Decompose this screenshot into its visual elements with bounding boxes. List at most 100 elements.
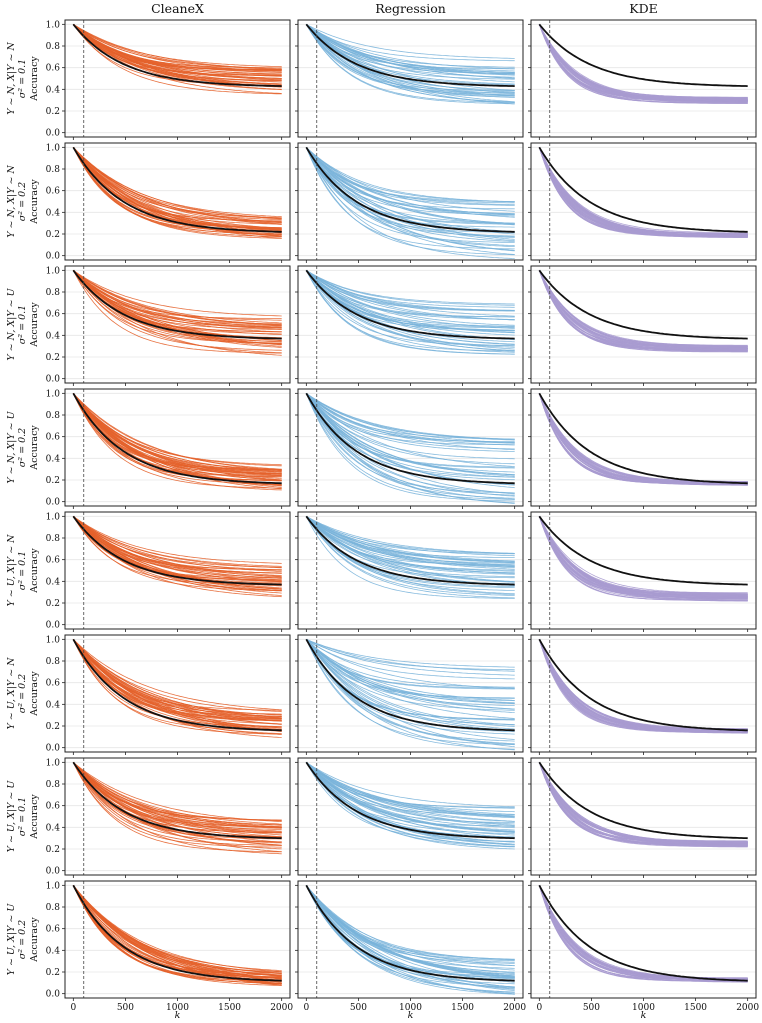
series-line: [306, 270, 515, 320]
series-line: [538, 639, 748, 730]
series-line: [538, 639, 748, 734]
series-line: [73, 23, 282, 68]
y-tick-label: 0.4: [46, 454, 61, 464]
series-line: [72, 147, 282, 230]
series-line: [306, 515, 515, 563]
series-line: [538, 24, 748, 103]
series-line: [538, 885, 748, 981]
y-tick-label: 0.8: [46, 657, 61, 667]
series-line: [73, 23, 282, 73]
series-line: [305, 393, 515, 504]
series-line: [538, 885, 748, 981]
series-line: [538, 639, 748, 731]
series-line: [538, 24, 748, 100]
series-line: [538, 270, 748, 352]
series-line: [538, 762, 748, 847]
series-line: [72, 516, 282, 583]
series-line: [538, 885, 748, 980]
series-line: [538, 270, 748, 348]
y-tick-label: 0.8: [46, 411, 61, 421]
y-tick-label: 0.6: [46, 64, 61, 74]
series-line: [538, 24, 748, 102]
row-label-sigma: σ² = 0.1: [17, 551, 28, 590]
series-line: [538, 147, 748, 238]
series-line: [305, 639, 515, 748]
series-line: [538, 639, 748, 730]
series-group: [538, 23, 748, 104]
reference-line: [538, 638, 748, 732]
y-tick-label: 1.0: [46, 635, 61, 645]
y-tick-label: 0.8: [46, 165, 61, 175]
series-line: [72, 762, 282, 853]
series-line: [305, 639, 515, 746]
series-line: [306, 269, 515, 317]
series-line: [538, 885, 748, 981]
series-line: [306, 639, 515, 710]
row-label-dist: Y ~ U, X|Y ~ N: [6, 657, 17, 730]
y-tick-label: 0.6: [46, 310, 61, 320]
series-line: [72, 270, 282, 354]
series-line: [538, 24, 748, 98]
series-line: [538, 885, 748, 982]
series-line: [538, 393, 748, 483]
series-group: [72, 146, 282, 239]
series-group: [72, 515, 282, 598]
series-line: [538, 270, 748, 347]
panel-frame: [530, 757, 757, 876]
series-line: [538, 270, 748, 349]
series-line: [538, 885, 748, 979]
series-line: [72, 762, 282, 833]
panel: [295, 511, 524, 632]
series-group: [72, 884, 282, 986]
y-tick-label: 0.0: [46, 375, 61, 385]
series-line: [305, 270, 515, 347]
series-line: [538, 516, 748, 598]
reference-line: [538, 23, 748, 87]
series-line: [538, 762, 748, 846]
series-line: [538, 393, 748, 484]
series-line: [72, 516, 282, 586]
series-line: [72, 639, 282, 722]
series-line: [306, 147, 515, 212]
series-line: [73, 515, 282, 564]
series-line: [538, 639, 748, 732]
series-group: [538, 392, 748, 486]
series-line: [538, 147, 748, 234]
series-line: [538, 885, 748, 980]
reference-line: [538, 761, 748, 840]
series-line: [305, 270, 515, 332]
y-tick-label: 0.2: [46, 353, 60, 363]
series-line: [306, 516, 515, 582]
series-line: [538, 762, 748, 844]
y-tick-label: 0.4: [46, 823, 61, 833]
y-tick-label: 0.0: [46, 744, 61, 754]
row-label-sigma: σ² = 0.1: [17, 305, 28, 344]
series-line: [538, 393, 748, 486]
series-line: [538, 885, 748, 979]
series-line: [305, 762, 515, 850]
series-line: [306, 24, 515, 96]
panel-frame: [64, 142, 291, 261]
y-tick-label: 0.0: [46, 498, 61, 508]
series-line: [305, 147, 515, 255]
series-line: [538, 24, 748, 101]
series-line: [538, 147, 748, 235]
panel: 0.0 0.2 0.4 0.6 0.8 1.0: [46, 142, 291, 263]
series-line: [538, 639, 748, 730]
series-line: [306, 270, 515, 334]
series-line: [72, 885, 282, 973]
series-line: [538, 885, 748, 982]
series-line: [73, 762, 282, 825]
series-line: [306, 761, 515, 817]
series-line: [306, 393, 515, 467]
series-line: [306, 761, 515, 808]
series-line: [538, 393, 748, 483]
series-line: [538, 762, 748, 845]
x-tick-label: 1500: [451, 1003, 474, 1013]
series-line: [538, 393, 748, 485]
series-line: [538, 516, 748, 600]
row-label-sigma: σ² = 0.2: [17, 674, 28, 713]
series-line: [306, 147, 515, 203]
y-tick-label: 0.8: [46, 903, 61, 913]
